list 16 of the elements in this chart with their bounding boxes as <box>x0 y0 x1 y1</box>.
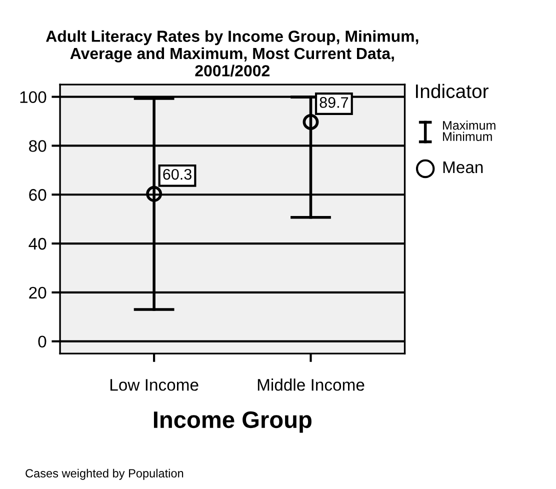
legend-label: Mean <box>443 162 483 174</box>
y-tick-label: 100 <box>20 91 46 104</box>
x-tick-label: Middle Income <box>258 378 364 391</box>
text: Maximum Minimum <box>443 120 496 141</box>
x-tick-label: Low Income <box>110 379 198 391</box>
data-label: 60.3 <box>163 168 192 180</box>
y-tick-label: 0 <box>38 336 46 348</box>
y-tick-label: 80 <box>29 140 46 152</box>
text: Cases weighted by Population <box>26 468 184 480</box>
y-tick-label: 60 <box>29 189 46 201</box>
y-tick-label: 40 <box>28 238 46 250</box>
x-axis-title: Income Group <box>154 411 312 433</box>
legend-title: Indicator <box>416 84 488 98</box>
data-label: 89.7 <box>320 97 348 108</box>
y-tick-label: 20 <box>29 286 46 299</box>
chart-title: Adult Literacy Rates by Income Group, Minimum, Average and Maximum, Most Current Data, 2001/2002 <box>46 30 418 77</box>
